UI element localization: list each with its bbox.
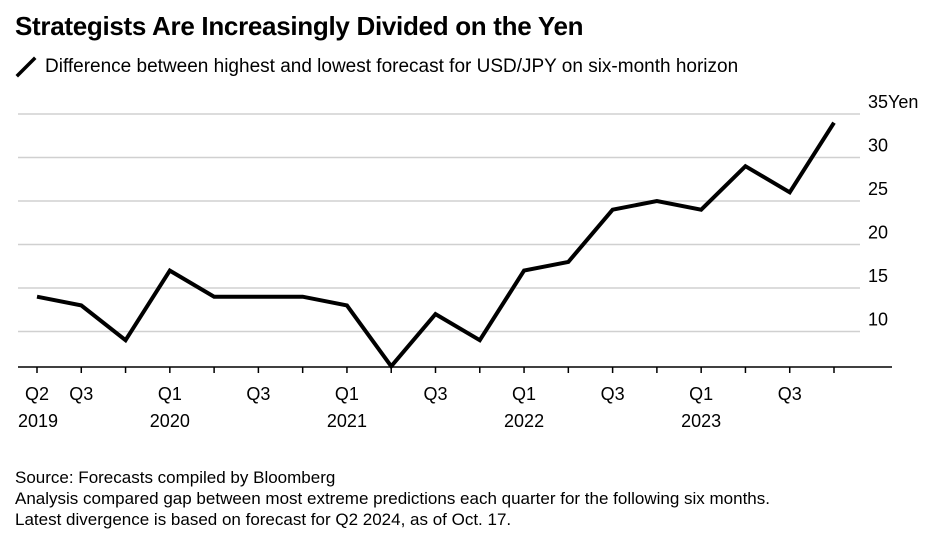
x-tick-label: Q1	[158, 384, 182, 404]
legend: Difference between highest and lowest fo…	[15, 56, 738, 78]
chart-title: Strategists Are Increasingly Divided on …	[15, 11, 584, 41]
x-year-label: 2020	[150, 411, 190, 431]
x-year-label: 2022	[504, 411, 544, 431]
footer: Source: Forecasts compiled by Bloomberg …	[15, 467, 770, 530]
x-tick-label: Q3	[69, 384, 93, 404]
x-tick-label: Q3	[246, 384, 270, 404]
x-tick-label: Q3	[423, 384, 447, 404]
x-year-label: 2021	[327, 411, 367, 431]
y-tick-label-10: 10	[868, 310, 888, 330]
series-layer	[36, 121, 836, 370]
x-tick-label: Q1	[689, 384, 713, 404]
x-tick-label: Q1	[512, 384, 536, 404]
x-tick-label: Q3	[778, 384, 802, 404]
x-tick-label: Q1	[335, 384, 359, 404]
y-tick-label-15: 15	[868, 266, 888, 286]
gridlines	[18, 113, 860, 333]
x-year-label: 2023	[681, 411, 721, 431]
x-tick-label: Q3	[601, 384, 625, 404]
y-tick-label-20: 20	[868, 223, 888, 243]
y-tick-label-30: 30	[868, 136, 888, 156]
x-year-label: 2019	[18, 411, 58, 431]
latest-note: Latest divergence is based on forecast f…	[15, 510, 512, 529]
legend-line-icon	[15, 56, 37, 78]
x-axis: Q2 2019 Q3 Q1 2020 Q3 Q1 2021 Q3 Q1 2022 Q3 Q1 2023 Q3	[18, 366, 892, 431]
y-tick-label-35: 35Yen	[868, 92, 918, 112]
line-chart: 10 15 20 25 30 35Yen Q2 2019 Q3 Q1 2020 Q3 Q1 2021 Q3…	[18, 92, 918, 431]
y-axis-labels: 10 15 20 25 30 35Yen	[868, 92, 918, 330]
x-tick-label: Q2	[25, 384, 49, 404]
analysis-note: Analysis compared gap between most extre…	[15, 489, 770, 508]
y-tick-label-25: 25	[868, 179, 888, 199]
chart-subtitle: Difference between highest and lowest fo…	[45, 56, 739, 77]
source-note: Source: Forecasts compiled by Bloomberg	[15, 468, 336, 487]
